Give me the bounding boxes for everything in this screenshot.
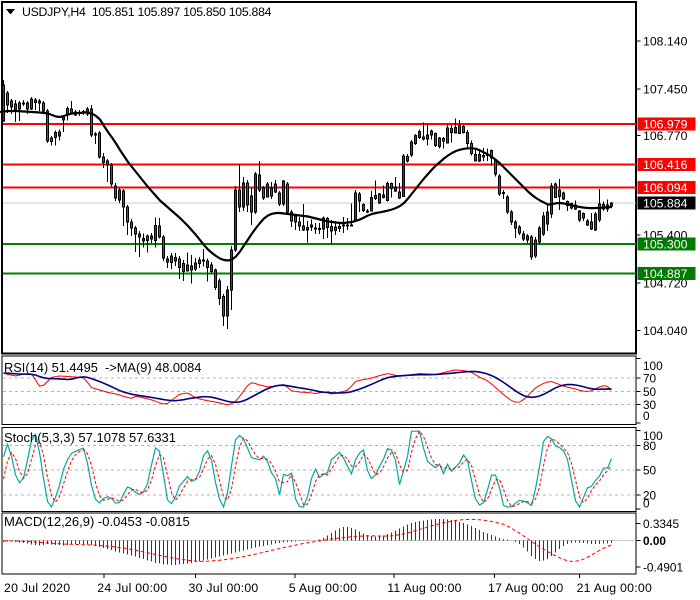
svg-text:5 Aug 00:00: 5 Aug 00:00 [289,581,357,595]
svg-text:100: 100 [643,359,663,373]
svg-text:RSI(14) 51.4495 ->MA(9) 48.00: RSI(14) 51.4495 ->MA(9) 48.0084 [4,360,201,375]
svg-text:30: 30 [643,398,657,412]
svg-text:0: 0 [643,497,650,511]
svg-text:108.140: 108.140 [643,35,688,49]
svg-text:USDJPY,H4 105.851 105.897 105: USDJPY,H4 105.851 105.897 105.850 105.88… [22,5,272,19]
svg-text:106.979: 106.979 [643,118,688,132]
svg-text:107.450: 107.450 [643,82,688,96]
svg-text:50: 50 [643,464,657,478]
svg-text:105.300: 105.300 [643,237,688,251]
svg-text:80: 80 [643,439,657,453]
svg-text:0: 0 [643,409,650,423]
svg-text:0.00: 0.00 [643,534,666,548]
svg-text:30 Jul 00:00: 30 Jul 00:00 [189,581,259,595]
svg-text:20 Jul 2020: 20 Jul 2020 [4,581,70,595]
svg-text:17 Aug 00:00: 17 Aug 00:00 [488,581,563,595]
svg-text:106.770: 106.770 [643,129,688,143]
svg-text:50: 50 [643,385,657,399]
svg-text:MACD(12,26,9) -0.0453 -0.0815: MACD(12,26,9) -0.0453 -0.0815 [4,514,190,529]
svg-text:20: 20 [643,488,657,502]
svg-text:70: 70 [643,372,657,386]
svg-text:11 Aug 00:00: 11 Aug 00:00 [387,581,462,595]
svg-text:100: 100 [643,429,663,443]
svg-text:Stoch(5,3,3) 57.1078 57.6331: Stoch(5,3,3) 57.1078 57.6331 [4,430,176,445]
svg-text:-0.4901: -0.4901 [643,561,683,575]
svg-text:106.416: 106.416 [643,158,688,172]
svg-text:104.887: 104.887 [643,267,688,281]
svg-text:104.040: 104.040 [643,324,688,338]
svg-text:106.094: 106.094 [643,181,688,195]
svg-text:24 Jul 00:00: 24 Jul 00:00 [97,581,167,595]
svg-text:105.884: 105.884 [643,196,688,210]
svg-text:0.3345: 0.3345 [643,517,680,531]
svg-text:21 Aug 00:00: 21 Aug 00:00 [577,581,652,595]
